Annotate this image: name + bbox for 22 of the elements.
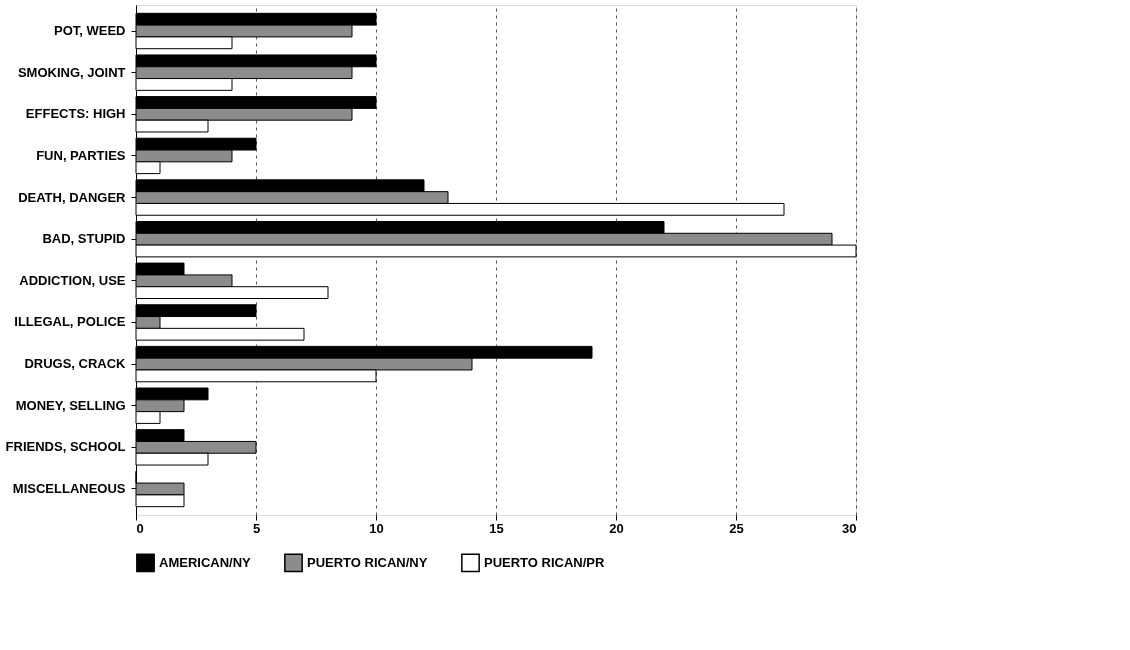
y-tick-label: POT, WEED — [53, 23, 126, 39]
legend-label: AMERICAN/NY — [159, 554, 252, 570]
x-tick-label: 5 — [252, 520, 261, 536]
y-tick-label: EFFECTS: HIGH — [25, 106, 126, 122]
y-tick-label: SMOKING, JOINT — [17, 64, 126, 80]
y-tick-label: FRIENDS, SCHOOL — [5, 439, 126, 455]
y-tick-label: DRUGS, CRACK — [24, 356, 127, 372]
x-tick-label: 25 — [729, 520, 744, 536]
y-tick-label: DEATH, DANGER — [18, 189, 127, 205]
x-tick-label: 15 — [489, 520, 504, 536]
legend-label: PUERTO RICAN/NY — [307, 554, 428, 570]
legend-label: PUERTO RICAN/PR — [484, 554, 605, 570]
y-tick-label: ILLEGAL, POLICE — [14, 314, 126, 330]
y-tick-label: BAD, STUPID — [42, 231, 126, 247]
x-tick-label: 20 — [609, 520, 624, 536]
y-tick-label: ADDICTION, USE — [19, 272, 126, 288]
y-tick-label: MISCELLANEOUS — [12, 480, 126, 496]
y-tick-label: MONEY, SELLING — [15, 397, 126, 413]
x-tick-label: 30 — [842, 520, 857, 536]
x-tick-label: 10 — [369, 520, 384, 536]
y-tick-label: FUN, PARTIES — [36, 147, 126, 163]
x-tick-label: 0 — [136, 520, 144, 536]
